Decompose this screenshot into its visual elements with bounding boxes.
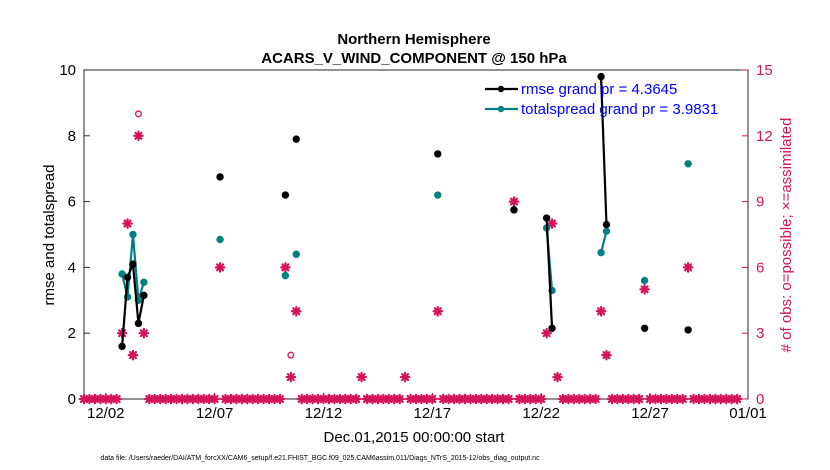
obs-assimilated-marker xyxy=(595,305,607,317)
totalspread-point xyxy=(434,191,442,199)
obs-assimilated-marker xyxy=(290,305,302,317)
obs-assimilated-marker xyxy=(552,371,563,383)
obs-assimilated-marker xyxy=(280,262,291,273)
obs-assimilated-marker xyxy=(356,371,367,383)
y-tick-label: 4 xyxy=(68,259,76,276)
y-tick-label: 8 xyxy=(68,128,76,145)
rmse-point xyxy=(292,135,300,143)
y-tick-label-right: 15 xyxy=(756,62,773,79)
obs-assimilated-marker xyxy=(535,393,547,405)
totalspread-point xyxy=(216,235,224,244)
y-tick-label-right: 0 xyxy=(756,391,764,408)
totalspread-point xyxy=(640,276,649,285)
obs-assimilated-marker xyxy=(127,349,139,361)
rmse-line xyxy=(599,76,608,225)
obs-assimilated-marker xyxy=(639,284,650,295)
obs-assimilated-marker xyxy=(122,218,133,229)
obs-assimilated-marker xyxy=(682,262,694,273)
obs-assimilated-marker xyxy=(285,371,297,383)
obs-assimilated-marker xyxy=(432,305,444,317)
rmse-point xyxy=(548,324,556,332)
rmse-point xyxy=(140,291,148,300)
obs-assimilated-marker xyxy=(214,262,226,273)
obs-possible-marker xyxy=(134,110,142,118)
rmse-point xyxy=(118,342,126,351)
x-tick-label: 01/01 xyxy=(729,405,767,422)
totalspread-point xyxy=(118,270,126,278)
obs-possible-marker xyxy=(287,351,295,359)
legend-totalspread-label: totalspread grand pr = 3.9831 xyxy=(521,101,718,118)
obs-assimilated-marker xyxy=(350,393,362,405)
legend-rmse-label: rmse grand pr = 4.3645 xyxy=(521,81,677,98)
rmse-point xyxy=(640,324,649,332)
obs-assimilated-marker xyxy=(274,393,286,405)
obs-assimilated-marker xyxy=(133,130,144,142)
obs-assimilated-marker xyxy=(138,327,150,339)
totalspread-point xyxy=(292,250,300,258)
rmse-point xyxy=(281,191,290,199)
x-tick-label: 12/07 xyxy=(196,405,234,422)
obs-assimilated-marker xyxy=(399,371,411,383)
totalspread-point xyxy=(597,248,605,257)
obs-assimilated-marker xyxy=(731,393,743,405)
y-tick-label: 0 xyxy=(68,391,76,408)
obs-assimilated-marker xyxy=(541,327,552,339)
rmse-point xyxy=(123,273,132,281)
obs-assimilated-marker xyxy=(427,393,438,405)
chart-title: Northern Hemisphere xyxy=(337,31,490,48)
rmse-point xyxy=(434,150,442,158)
y-tick-label-right: 6 xyxy=(756,259,764,276)
rmse-point xyxy=(597,72,605,81)
x-tick-label: 12/12 xyxy=(305,405,343,422)
totalspread-point xyxy=(281,271,290,280)
x-tick-label: 12/17 xyxy=(414,405,452,422)
obs-assimilated-marker xyxy=(546,218,558,229)
rmse-point xyxy=(684,326,692,334)
rmse-point xyxy=(602,220,611,229)
rmse-point xyxy=(216,173,224,181)
y-tick-label: 6 xyxy=(68,194,76,211)
rmse-point xyxy=(134,319,143,328)
rmse-point xyxy=(510,206,518,214)
y-tick-label-right: 9 xyxy=(756,194,764,211)
rmse-point xyxy=(542,214,551,222)
obs-assimilated-marker xyxy=(590,393,601,405)
legend-rmse-marker xyxy=(497,85,505,93)
rmse-line xyxy=(545,217,554,329)
legend-totalspread-marker xyxy=(497,105,505,113)
obs-assimilated-marker xyxy=(111,393,122,405)
obs-assimilated-marker xyxy=(677,393,688,405)
y-tick-label-right: 3 xyxy=(756,325,764,342)
y-tick-label-right: 12 xyxy=(756,128,773,145)
totalspread-point xyxy=(602,227,611,235)
obs-assimilated-marker xyxy=(209,393,220,405)
data-file-footer: data file: /Users/raeder/DAI/ATM_forcXX/… xyxy=(100,455,540,462)
y-axis-label: rmse and totalspread xyxy=(41,165,58,306)
totalspread-point xyxy=(140,278,148,286)
obs-assimilated-marker xyxy=(508,196,520,207)
obs-assimilated-marker xyxy=(633,393,645,405)
obs-assimilated-marker xyxy=(503,393,514,405)
y-tick-label: 2 xyxy=(68,325,76,342)
obs-assimilated-marker xyxy=(601,349,612,361)
chart-subtitle: ACARS_V_WIND_COMPONENT @ 150 hPa xyxy=(261,50,567,67)
y-axis-label-right: # of obs: o=possible; ×=assimilated xyxy=(778,118,795,353)
totalspread-point xyxy=(129,230,137,239)
x-tick-label: 12/02 xyxy=(87,405,125,422)
plot-area: 0 2 4 6 8 10 0 3 6 9 12 15 12/02 12/07 12/12 12/17 12/22… xyxy=(59,62,772,422)
x-axis-label: Dec.01,2015 00:00:00 start xyxy=(324,429,506,446)
totalspread-point xyxy=(684,160,692,168)
x-tick-label: 12/27 xyxy=(631,405,669,422)
obs-assimilated-marker xyxy=(394,393,405,405)
x-tick-label: 12/22 xyxy=(522,405,560,422)
rmse-point xyxy=(129,260,137,268)
y-tick-label: 10 xyxy=(59,62,76,79)
